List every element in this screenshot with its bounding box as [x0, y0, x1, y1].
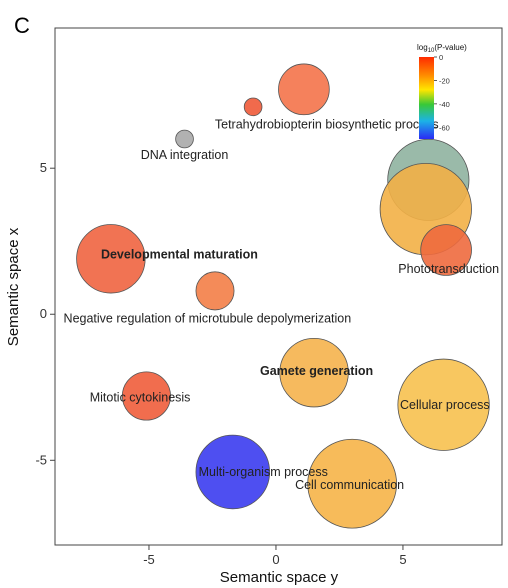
legend-colorbar — [419, 57, 434, 139]
bubble-10 — [121, 371, 171, 421]
legend-tick-label-1: -20 — [439, 76, 450, 85]
y-axis-ticks: -5 0 5 — [35, 160, 55, 467]
bubble-5 — [420, 224, 472, 276]
legend-tick-label-3: -60 — [439, 123, 450, 132]
bubble-11 — [195, 434, 271, 510]
y-tick-label-1: 0 — [40, 306, 47, 321]
bubble-label-2: Developmental maturation — [101, 247, 258, 261]
bubble-8 — [279, 337, 349, 408]
legend-title-suffix: (P-value) — [434, 43, 467, 52]
bubble-label-4: Negative regulation of microtubule depol… — [64, 312, 352, 326]
bubble-label-1: DNA integration — [141, 148, 229, 162]
panel-letter: C — [14, 13, 30, 38]
x-tick-label-1: 0 — [272, 552, 279, 567]
bubble-12 — [307, 438, 397, 529]
legend-tick-label-2: -40 — [439, 100, 450, 109]
x-tick-label-2: 5 — [399, 552, 406, 567]
x-tick-label-0: -5 — [143, 552, 155, 567]
bubbles-layer — [76, 63, 490, 529]
y-tick-label-0: -5 — [35, 452, 47, 467]
legend-ticks: 0 -20 -40 -60 — [434, 53, 450, 132]
legend-title: log10(P-value) — [417, 43, 467, 54]
bubble-label-8: Multi-organism process — [199, 465, 328, 479]
bubble-label-6: Cellular process — [400, 398, 490, 412]
bubble-label-5: Gamete generation — [260, 364, 373, 378]
x-axis-ticks: -5 0 5 — [143, 545, 407, 567]
legend-title-prefix: log — [417, 43, 428, 52]
bubble-label-9: Cell communication — [295, 478, 404, 492]
color-legend: log10(P-value) 0 -20 -40 -60 — [417, 43, 467, 139]
bubble-1 — [243, 97, 263, 117]
bubble-7 — [195, 271, 235, 311]
bubble-label-7: Mitotic cytokinesis — [90, 390, 191, 404]
bubble-label-3: Phototransduction — [398, 262, 499, 276]
bubble-label-0: Tetrahydrobiopterin biosynthetic process — [215, 117, 439, 131]
x-axis-title: Semantic space y — [220, 569, 339, 586]
bubble-6 — [76, 224, 146, 294]
y-tick-label-2: 5 — [40, 160, 47, 175]
y-axis-title: Semantic space x — [5, 227, 22, 346]
bubble-2 — [175, 129, 194, 149]
legend-tick-label-0: 0 — [439, 53, 443, 62]
legend-title-subscript: 10 — [428, 48, 435, 54]
bubble-labels-layer: Tetrahydrobiopterin biosynthetic process… — [64, 117, 500, 492]
bubble-0 — [278, 63, 330, 116]
bubble-9 — [397, 358, 490, 451]
